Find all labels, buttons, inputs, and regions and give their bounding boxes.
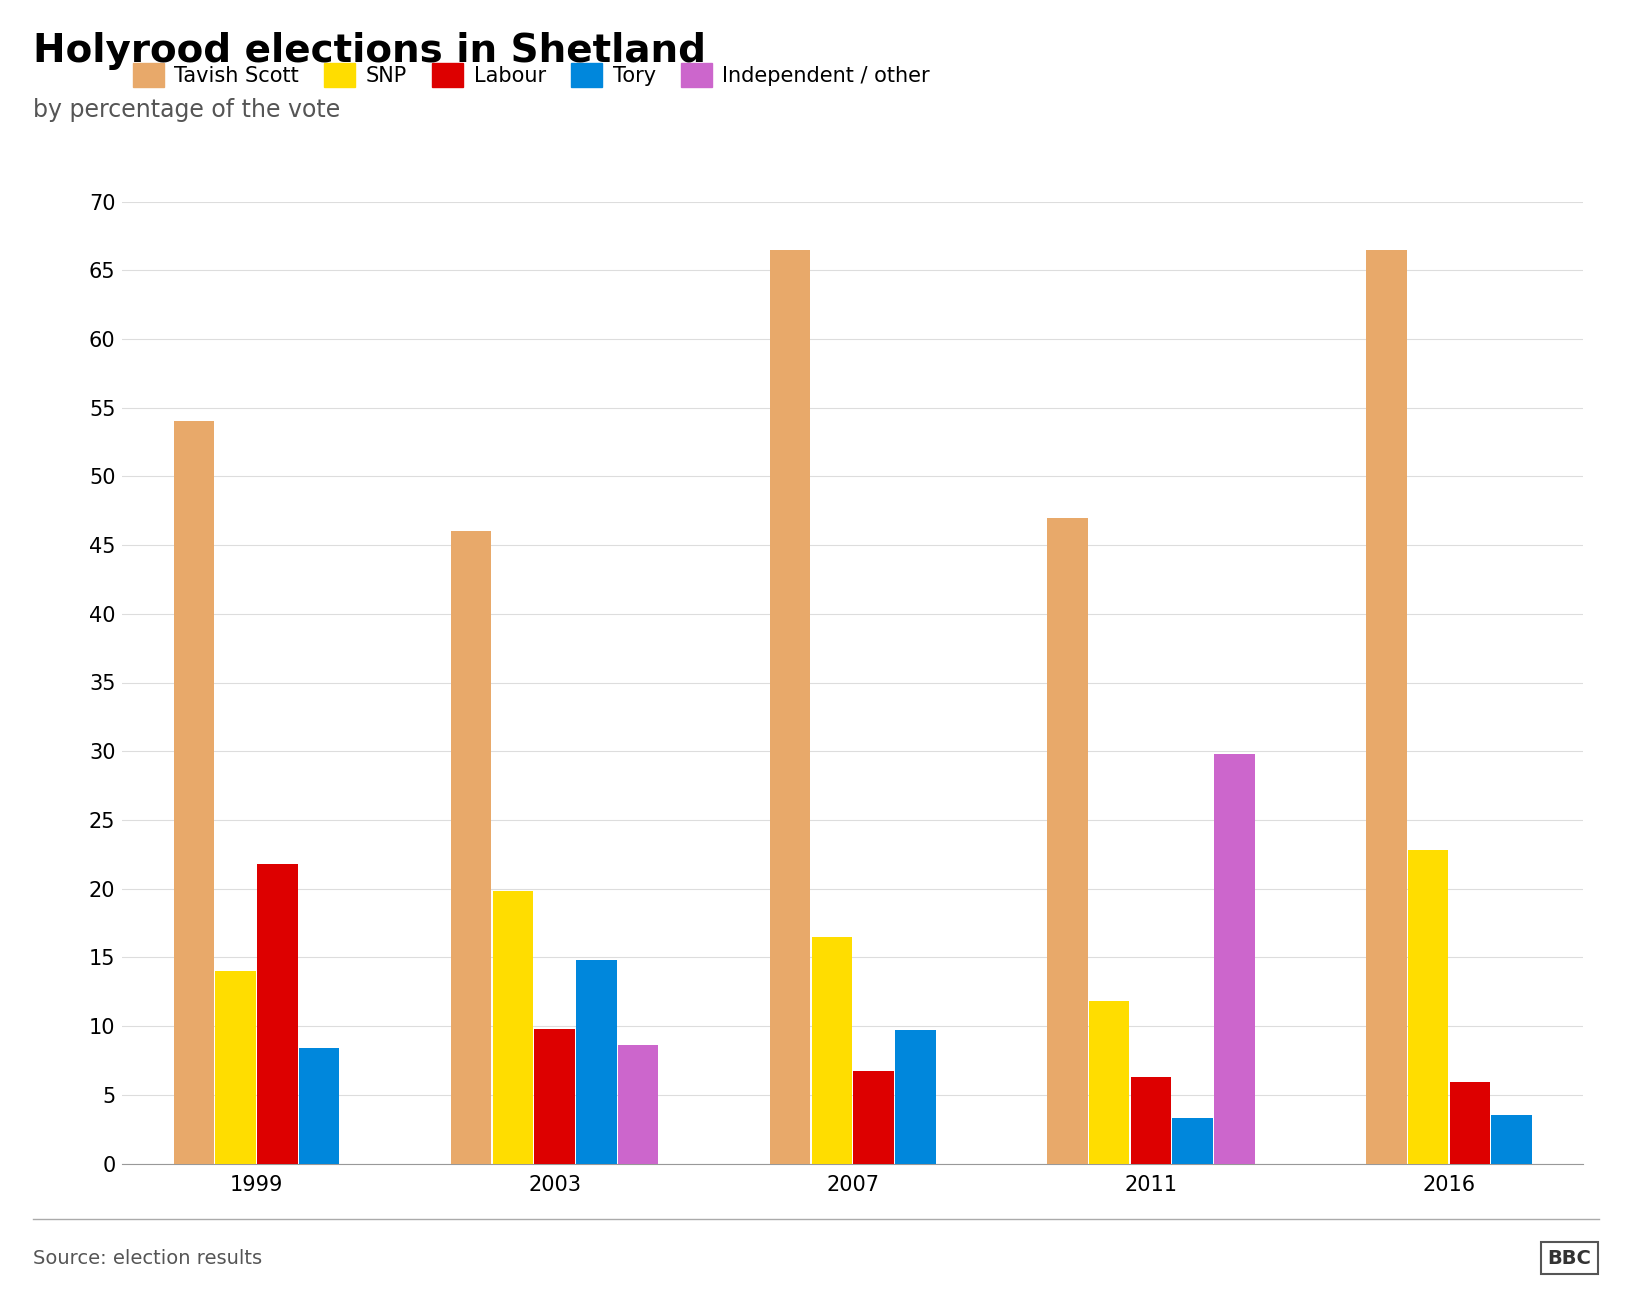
Bar [1449,1083,1490,1164]
Bar [1492,1115,1532,1164]
Text: Source: election results: Source: election results [33,1248,261,1268]
Bar [1131,1076,1172,1164]
Bar [493,892,534,1164]
Bar [811,937,852,1164]
Text: by percentage of the vote: by percentage of the vote [33,98,339,121]
Bar [215,971,256,1164]
Bar [576,961,617,1164]
Bar [1214,754,1255,1164]
Bar [1408,850,1448,1164]
Text: Holyrood elections in Shetland: Holyrood elections in Shetland [33,32,705,70]
Text: BBC: BBC [1547,1248,1591,1268]
Bar [770,250,811,1164]
Bar [894,1030,935,1164]
Bar [534,1028,574,1164]
Bar [1089,1001,1129,1164]
Bar [854,1071,894,1164]
Bar [450,532,491,1164]
Bar [1048,517,1087,1164]
Bar [1366,250,1407,1164]
Bar [619,1045,658,1164]
Bar [1172,1118,1213,1164]
Legend: Tavish Scott, SNP, Labour, Tory, Independent / other: Tavish Scott, SNP, Labour, Tory, Indepen… [132,62,930,87]
Bar [258,864,297,1164]
Bar [173,421,214,1164]
Bar [299,1048,339,1164]
